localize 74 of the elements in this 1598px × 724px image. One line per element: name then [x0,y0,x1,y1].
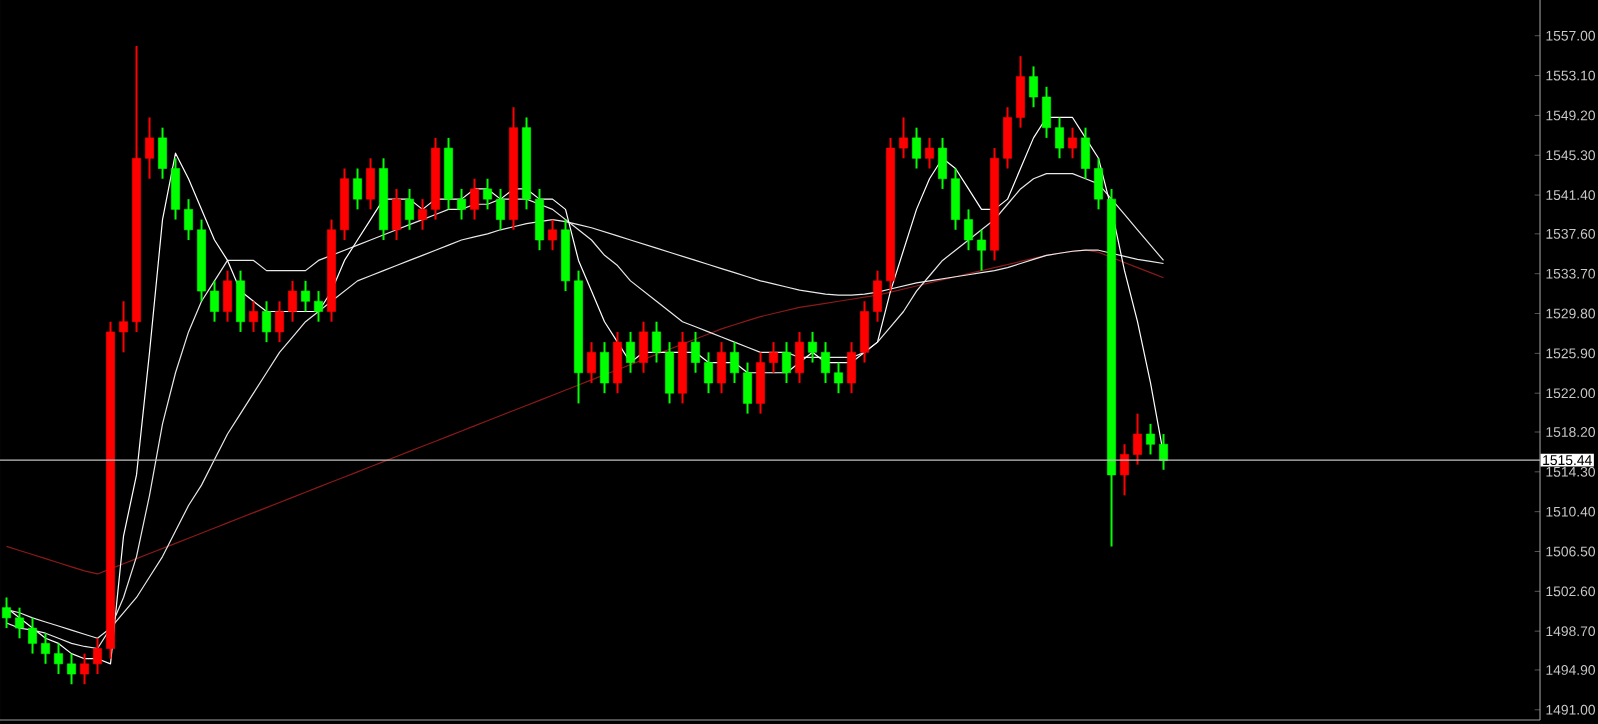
candlestick [639,320,648,374]
candlestick [1055,116,1064,160]
candlestick [2,596,11,630]
candlestick [964,208,973,252]
candlestick [1159,433,1168,471]
candlestick [249,300,258,333]
candlestick [938,136,947,190]
candlestick [795,330,804,384]
candlestick [1068,126,1077,160]
candlestick [717,341,726,395]
candlestick [392,187,401,241]
candlestick [860,300,869,364]
candlestick [457,187,466,221]
candlestick [1016,55,1025,129]
candlestick [366,157,375,211]
candlestick [743,361,752,415]
candlestick [15,606,24,640]
candlestick [158,126,167,180]
candlestick [80,652,89,686]
candlestick [704,351,713,395]
candlestick [873,269,882,323]
candlestick [951,167,960,231]
candlestick [1042,85,1051,139]
candlestick [769,341,778,374]
candlestick [41,632,50,665]
candlestick [587,341,596,384]
candlestick [184,198,193,241]
candlestick [1003,106,1012,170]
candlestick [652,320,661,364]
candlestick [314,290,323,323]
candlestick [626,330,635,374]
candlestick [210,279,219,323]
candlestick [470,177,479,221]
candlestick [548,218,557,252]
candlestick [301,279,310,313]
candlestick [613,330,622,395]
candlestick [1081,126,1090,180]
candlestick [912,126,921,170]
candlestick [977,228,986,272]
candlestick [67,652,76,686]
candlestick [236,269,245,333]
candlestick [483,177,492,211]
candlestick [145,116,154,180]
candlestick [405,187,414,231]
candlestick [288,279,297,323]
candlestick [665,341,674,405]
candlestick [171,157,180,221]
candlestick [925,136,934,170]
candlestick [535,187,544,252]
candlestick [808,330,817,364]
candlestick [275,300,284,344]
candlestick [93,637,102,676]
candlestick [353,167,362,211]
candlestick [691,330,700,374]
candlestick [418,198,427,231]
candlestick [28,616,37,655]
candlestick [1029,65,1038,109]
candlestick [782,341,791,384]
candlestick [730,341,739,384]
candlestick [1133,412,1142,466]
candlestick [899,116,908,160]
candlestick [756,351,765,415]
candlestick [223,269,232,323]
candlestick [834,361,843,395]
candlestick [119,300,128,354]
candlestick [1094,157,1103,211]
candlestick [847,341,856,395]
candlestick [54,642,63,676]
candlestick [262,300,271,344]
candlestick [821,341,830,384]
candlestick [600,341,609,395]
candlestick [1146,422,1155,456]
candlestick [496,187,505,231]
candlestick [1120,443,1129,497]
